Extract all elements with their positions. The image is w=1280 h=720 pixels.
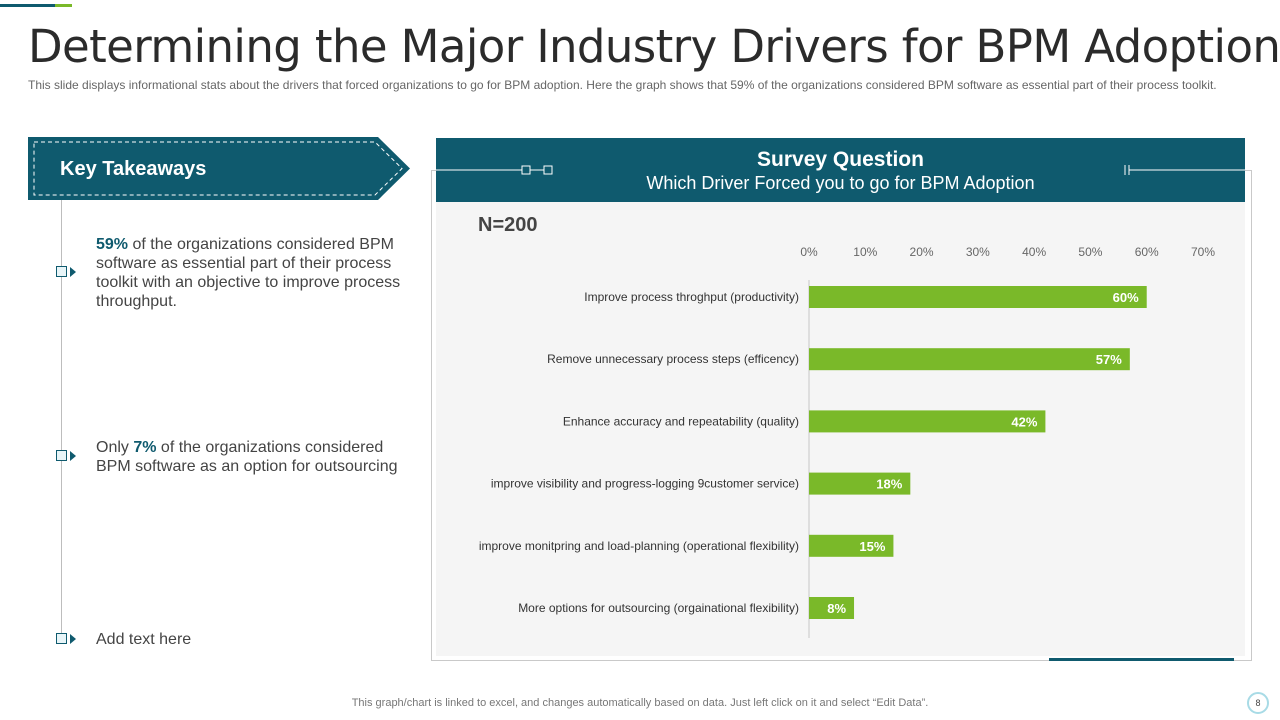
- chart-bottom-accent: [1049, 658, 1234, 661]
- key-takeaways-title: Key Takeaways: [60, 158, 207, 180]
- category-label: Improve process throghput (productivity): [584, 290, 799, 304]
- takeaway-marker-icon: [56, 633, 78, 645]
- x-tick-label: 70%: [1191, 245, 1215, 259]
- takeaway-highlight: 7%: [133, 439, 157, 456]
- takeaway-text: Add text here: [96, 631, 192, 648]
- x-tick-label: 0%: [800, 245, 818, 259]
- survey-question: Which Driver Forced you to go for BPM Ad…: [646, 173, 1035, 193]
- data-label: 42%: [1011, 414, 1037, 429]
- data-label: 8%: [827, 601, 846, 616]
- takeaway-highlight: 59%: [96, 236, 129, 253]
- takeaway-item-3: Add text here: [96, 630, 406, 649]
- key-takeaways-banner: [28, 137, 410, 200]
- bar: [809, 348, 1130, 371]
- bar-chart: 0% 10% 20% 30% 40% 50% 60% 70% Improve process t…: [479, 245, 1215, 638]
- data-label: 15%: [859, 539, 885, 554]
- data-label: 18%: [876, 477, 902, 492]
- data-label: 57%: [1096, 352, 1122, 367]
- x-tick-label: 50%: [1078, 245, 1102, 259]
- takeaway-text: of the organizations considered BPM soft…: [96, 236, 401, 310]
- page-number: 8: [1247, 692, 1269, 714]
- x-tick-label: 10%: [853, 245, 877, 259]
- x-tick-label: 40%: [1022, 245, 1046, 259]
- takeaway-prefix: Only: [96, 439, 134, 456]
- footer-note: This graph/chart is linked to excel, and…: [351, 697, 929, 709]
- bar: [809, 286, 1147, 308]
- takeaway-text: of the organizations considered BPM soft…: [96, 439, 398, 475]
- category-label: Enhance accuracy and repeatability (qual…: [563, 414, 799, 428]
- takeaways-timeline: [61, 200, 62, 640]
- category-label: More options for outsourcing (orgainatio…: [518, 601, 799, 615]
- x-tick-label: 60%: [1135, 245, 1159, 259]
- sample-size-label: N=200: [478, 214, 538, 236]
- x-tick-label: 30%: [966, 245, 990, 259]
- bar: [809, 410, 1046, 433]
- top-accent-bar: [0, 4, 55, 7]
- page-title: Determining the Major Industry Drivers f…: [28, 20, 1280, 73]
- top-accent-bar-green: [55, 4, 72, 7]
- takeaway-item-2: Only 7% of the organizations considered …: [96, 438, 406, 476]
- survey-heading: Survey Question: [757, 148, 924, 171]
- header-connector-decoration: [436, 165, 1245, 175]
- survey-header: [436, 138, 1245, 202]
- takeaway-item-1: 59% of the organizations considered BPM …: [96, 235, 406, 311]
- x-tick-label: 20%: [910, 245, 934, 259]
- category-label: Remove unnecessary process steps (effice…: [547, 352, 799, 366]
- page-subtitle: This slide displays informational stats …: [28, 78, 1217, 92]
- bar: [809, 534, 894, 557]
- takeaway-marker-icon: [56, 266, 78, 278]
- bar: [809, 597, 855, 619]
- bar: [809, 472, 911, 495]
- category-label: improve visibility and progress-logging …: [491, 477, 799, 491]
- category-label: improve monitpring and load-planning (op…: [479, 539, 799, 553]
- takeaway-marker-icon: [56, 450, 78, 462]
- data-label: 60%: [1113, 290, 1139, 305]
